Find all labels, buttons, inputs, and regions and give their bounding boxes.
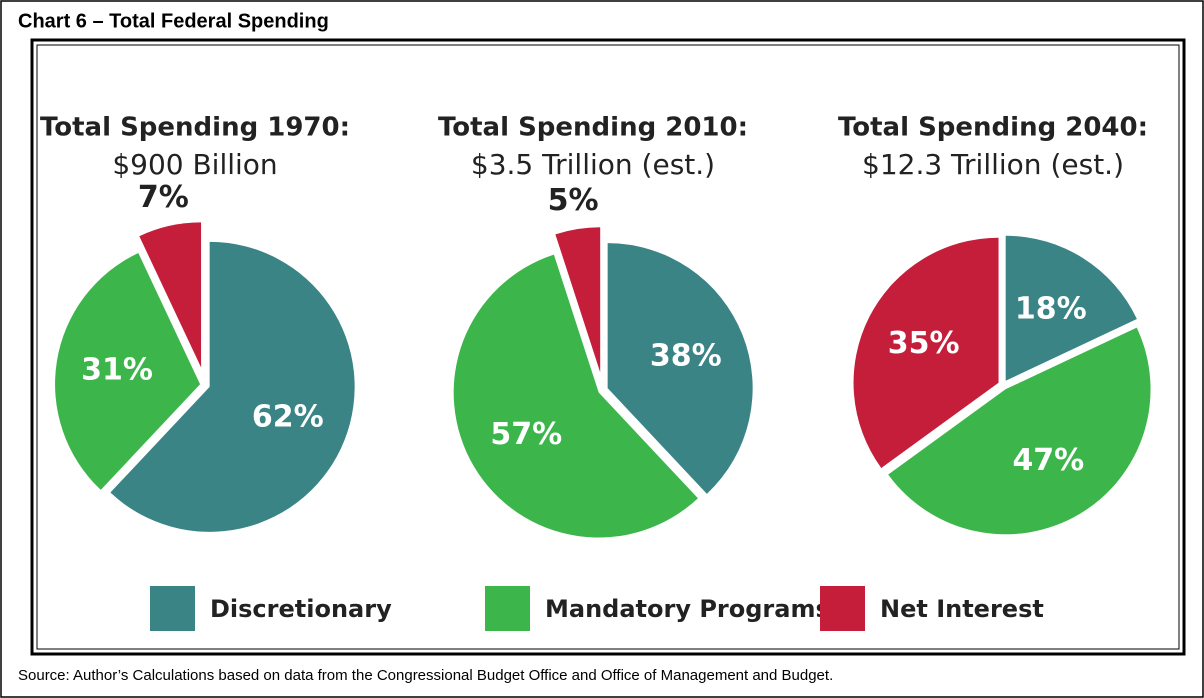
- pie-slice: [453, 254, 698, 538]
- pie-title: Total Spending 2010:: [438, 113, 748, 143]
- pie-slice: [888, 327, 1151, 535]
- slice-label: 7%: [138, 180, 189, 215]
- chart-frame-inner: [36, 44, 1180, 650]
- legend-swatch: [485, 586, 530, 631]
- pie-subtitle: $3.5 Trillion (est.): [471, 148, 715, 181]
- slice-label: 38%: [650, 339, 722, 374]
- pie-slice: [1005, 235, 1137, 381]
- pie-slice: [139, 222, 202, 368]
- figure-title: Chart 6 – Total Federal Spending: [18, 10, 329, 32]
- legend-label: Mandatory Programs: [545, 595, 830, 623]
- legend-label: Net Interest: [880, 595, 1044, 623]
- pie-title: Total Spending 1970:: [40, 113, 350, 143]
- slice-label: 62%: [252, 399, 324, 434]
- pie-subtitle: $12.3 Trillion (est.): [862, 148, 1124, 181]
- slice-label: 18%: [1015, 291, 1087, 326]
- legend-swatch: [150, 586, 195, 631]
- pie-title: Total Spending 2040:: [838, 113, 1148, 143]
- slice-label: 35%: [888, 326, 960, 361]
- slice-label: 47%: [1012, 443, 1084, 478]
- pie-slice: [55, 253, 201, 490]
- source-note: Source: Author’s Calculations based on d…: [18, 667, 833, 684]
- slice-label: 31%: [81, 353, 153, 388]
- pie-slice: [607, 243, 753, 494]
- pie-slice: [555, 227, 601, 373]
- slice-label: 57%: [490, 417, 562, 452]
- slice-label: 5%: [548, 183, 599, 218]
- legend-swatch: [820, 586, 865, 631]
- legend-label: Discretionary: [210, 595, 392, 623]
- pie-slice: [110, 241, 355, 532]
- pie-subtitle: $900 Billion: [112, 148, 277, 181]
- pie-slice: [853, 237, 999, 468]
